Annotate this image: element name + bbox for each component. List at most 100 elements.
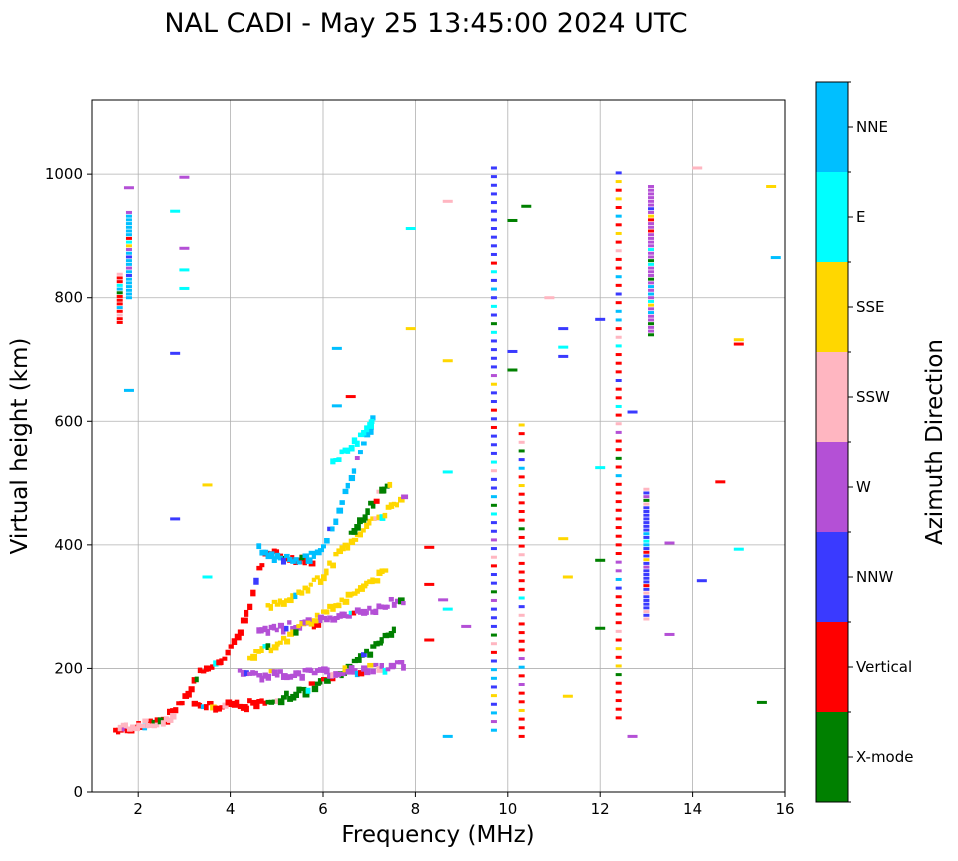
- echo-mark: [643, 521, 650, 525]
- echo-mark: [615, 569, 622, 573]
- colorbar-category-label: E: [856, 208, 865, 226]
- echo-mark: [615, 335, 622, 339]
- echo-mark: [354, 588, 360, 594]
- colorbar-category-label: NNE: [856, 118, 888, 136]
- echo-mark: [268, 669, 275, 674]
- echo-mark: [615, 603, 622, 607]
- echo-mark: [615, 223, 622, 227]
- echo-mark: [116, 283, 123, 287]
- x-tick-label: 12: [591, 800, 610, 818]
- echo-mark: [490, 720, 497, 724]
- echo-mark: [391, 601, 397, 608]
- echo-mark: [296, 589, 301, 595]
- echo-mark: [401, 664, 406, 671]
- echo-mark: [643, 573, 650, 577]
- echo-point: [715, 480, 726, 484]
- echo-mark: [225, 649, 231, 656]
- echo-mark: [615, 422, 622, 426]
- echo-mark: [116, 317, 123, 321]
- echo-mark: [308, 582, 313, 587]
- data-points: [113, 166, 781, 738]
- echo-mark: [259, 698, 264, 704]
- echo-mark: [615, 404, 622, 408]
- echo-mark: [490, 244, 497, 248]
- echo-mark: [490, 209, 497, 213]
- echo-mark: [345, 449, 351, 454]
- echo-mark: [280, 635, 287, 641]
- echo-mark: [333, 603, 338, 609]
- echo-mark: [277, 669, 283, 674]
- echo-mark: [339, 611, 345, 618]
- echo-mark: [327, 615, 333, 620]
- echo-mark: [125, 248, 132, 252]
- echo-mark: [615, 673, 622, 677]
- echo-mark: [615, 413, 622, 417]
- echo-mark: [615, 517, 622, 521]
- x-tick-label: 2: [133, 800, 143, 818]
- echo-mark: [345, 614, 352, 619]
- echo-mark: [388, 502, 395, 509]
- echo-mark: [490, 711, 497, 715]
- echo-mark: [643, 606, 650, 610]
- echo-mark: [287, 631, 294, 637]
- echo-mark: [367, 422, 374, 429]
- echo-mark: [116, 272, 123, 276]
- echo-point: [627, 410, 638, 414]
- echo-mark: [615, 500, 622, 504]
- echo-point: [595, 558, 606, 562]
- echo-mark: [299, 673, 305, 681]
- echo-mark: [490, 348, 497, 352]
- echo-mark: [490, 382, 497, 386]
- echo-mark: [179, 700, 185, 706]
- echo-mark: [234, 699, 240, 706]
- echo-point: [202, 483, 213, 487]
- echo-mark: [228, 701, 234, 707]
- echo-mark: [490, 313, 497, 317]
- echo-mark: [373, 498, 380, 504]
- echo-mark: [648, 318, 655, 322]
- echo-mark: [293, 557, 299, 562]
- echo-mark: [490, 425, 497, 429]
- echo-mark: [367, 651, 374, 658]
- echo-mark: [615, 560, 622, 564]
- echo-mark: [648, 266, 655, 270]
- echo-mark: [293, 670, 300, 675]
- echo-mark: [643, 513, 650, 517]
- echo-mark: [240, 669, 246, 677]
- echo-point: [562, 575, 573, 579]
- echo-mark: [333, 551, 339, 557]
- echo-mark: [648, 222, 655, 226]
- echo-mark: [615, 707, 622, 711]
- echo-mark: [615, 344, 622, 348]
- echo-mark: [615, 353, 622, 357]
- echo-mark: [317, 618, 323, 624]
- echo-mark: [615, 439, 622, 443]
- echo-mark: [274, 549, 280, 554]
- echo-mark: [490, 166, 497, 170]
- colorbar-swatch: [816, 622, 848, 712]
- echo-mark: [314, 668, 319, 673]
- echo-mark: [284, 555, 289, 561]
- echo-mark: [490, 486, 497, 490]
- echo-mark: [648, 236, 655, 240]
- echo-mark: [615, 361, 622, 365]
- echo-mark: [125, 273, 132, 277]
- echo-mark: [234, 633, 242, 641]
- echo-mark: [394, 598, 400, 604]
- echo-mark: [615, 716, 622, 720]
- echo-mark: [364, 580, 369, 587]
- echo-mark: [373, 662, 379, 668]
- echo-mark: [648, 288, 655, 292]
- echo-mark: [490, 495, 497, 499]
- echo-mark: [648, 229, 655, 233]
- echo-mark: [237, 668, 243, 673]
- echo-point: [544, 296, 555, 300]
- colorbar: X-mode Vertical NNW W SSW SSE E NNE: [815, 81, 913, 803]
- echo-point: [331, 346, 342, 350]
- echo-mark: [518, 535, 525, 539]
- echo-mark: [116, 287, 123, 291]
- echo-point: [202, 575, 213, 579]
- echo-mark: [277, 622, 285, 629]
- echo-mark: [490, 201, 497, 205]
